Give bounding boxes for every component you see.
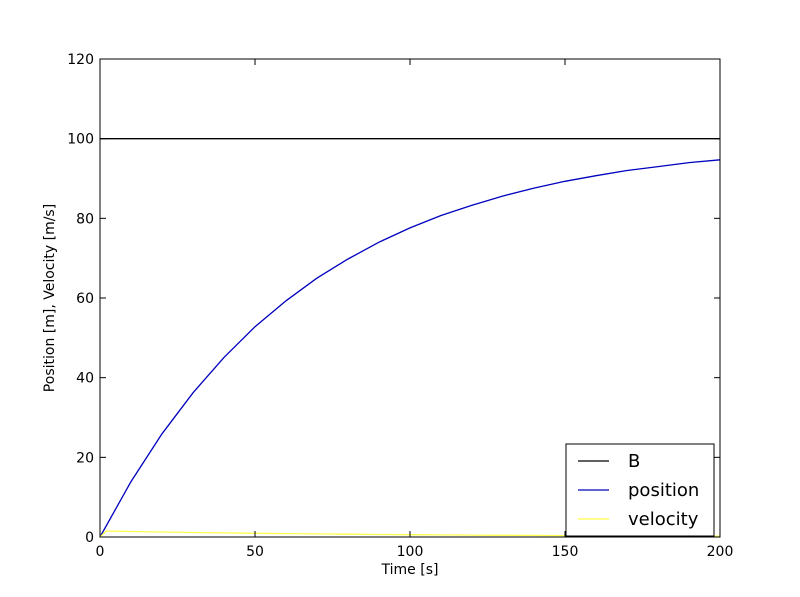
legend-label-position: position [628,480,699,501]
ticks-layer: 0 50 100 150 200 0 20 40 60 80 100 120 [67,52,733,560]
x-axis-label: Time [s] [381,562,439,578]
x-tick-label: 50 [246,544,264,560]
y-tick-label: 80 [76,211,94,227]
y-tick-label: 0 [85,530,94,546]
legend-label-velocity: velocity [628,509,699,530]
y-tick-label: 20 [76,450,94,466]
x-tick-label: 100 [397,544,424,560]
x-tick-label: 150 [552,544,579,560]
x-tick-label: 0 [96,544,105,560]
y-tick-label: 100 [67,132,94,148]
y-tick-label: 120 [67,52,94,68]
y-tick-label: 60 [76,291,94,307]
series-line-position [99,159,721,538]
y-axis-label: Position [m], Velocity [m/s] [42,204,58,392]
y-tick-label: 40 [76,371,94,387]
legend-label-B: B [628,451,640,472]
x-tick-label: 200 [707,544,734,560]
